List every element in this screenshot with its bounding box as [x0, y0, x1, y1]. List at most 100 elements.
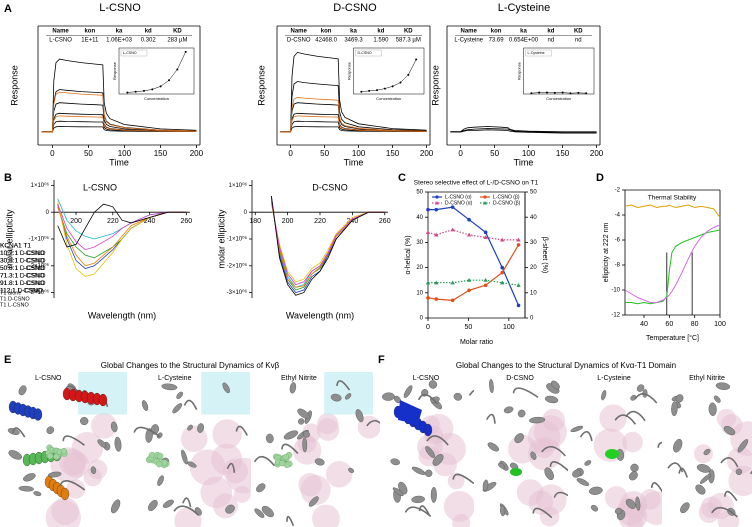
render-helix — [330, 393, 342, 402]
render-helix — [261, 505, 274, 518]
point — [425, 280, 431, 285]
render-helix — [148, 499, 158, 511]
x-tick-label: 100 — [522, 149, 536, 158]
render-surface — [516, 479, 544, 506]
table-header: KD — [574, 29, 583, 35]
render-spheres — [148, 451, 156, 459]
series-line — [624, 204, 721, 218]
render-helix — [432, 454, 444, 466]
render-helix — [630, 394, 637, 401]
figure-title: Global Changes to the Structural Dynamic… — [101, 361, 280, 370]
render-surface — [325, 460, 353, 488]
render-helix — [265, 433, 274, 444]
render-helix — [588, 486, 603, 495]
render-surface — [300, 475, 331, 506]
render-helix — [382, 392, 395, 401]
render-surface — [622, 431, 643, 453]
render-surface — [443, 490, 475, 522]
x-tick-label: 260 — [180, 218, 192, 225]
y-tick-label: 0 — [244, 210, 248, 216]
y-tick-label: -12 — [611, 313, 620, 319]
render-strand — [59, 480, 86, 491]
inset-y-label: Response — [347, 61, 352, 80]
render-spheres — [282, 453, 289, 461]
render-label: L-Cysteine — [158, 375, 192, 382]
chart-title: Stereo selective effect of L-/D-CSNO on … — [414, 180, 539, 187]
panel-label: C — [398, 172, 406, 184]
table-header: Name — [291, 29, 308, 35]
series-line — [41, 102, 197, 133]
table-cell: 283 µM — [167, 38, 187, 44]
legend-label: 71.3:1 L-CSNO — [0, 273, 44, 280]
render-strand — [541, 446, 566, 457]
x-tick-label: 50 — [490, 149, 499, 158]
render-strand — [417, 394, 439, 405]
legend-label: 112:1 D-CSNO — [0, 288, 43, 295]
table-cell: L-Cysteine — [454, 38, 483, 44]
render-helix — [428, 380, 438, 389]
inset-x-label: Concentration — [144, 96, 169, 101]
legend-label: 10.2:1 L-CSNO — [0, 250, 44, 257]
x-tick-label: 100 — [503, 324, 515, 331]
render-helix — [390, 458, 400, 466]
inset-point — [376, 89, 378, 92]
x-tick-label: 100 — [352, 149, 366, 158]
x-tick-label: 0 — [426, 324, 430, 331]
chart-title: L-CSNO — [83, 182, 117, 192]
render-strand — [253, 455, 276, 467]
render-strand — [286, 515, 295, 527]
x-axis-label: Molar ratio — [460, 339, 493, 346]
render-strand — [182, 497, 192, 508]
y-tick-label: 0 — [420, 316, 424, 322]
render-helix — [425, 446, 435, 458]
inset-fit — [531, 92, 587, 94]
point — [434, 232, 439, 237]
render-helix — [141, 400, 149, 411]
point — [450, 298, 455, 303]
point — [467, 217, 471, 222]
render-strand — [62, 435, 85, 446]
legend-label: D-CSNO (β) — [493, 200, 521, 206]
x-axis-label: Wavelength (nm) — [88, 310, 156, 320]
render-helix — [628, 471, 638, 481]
render-spheres — [53, 453, 60, 460]
render-surface — [447, 472, 465, 490]
x-tick-label: 60 — [665, 321, 673, 328]
table-cell: 0.302 — [141, 38, 157, 44]
render-helix — [176, 391, 184, 399]
render-helix — [297, 408, 310, 419]
y2-tick-label: 0 — [530, 316, 534, 322]
series-line — [41, 115, 197, 133]
render-strand — [452, 473, 475, 485]
render-spheres — [156, 460, 163, 468]
render-helix — [675, 394, 684, 403]
x-tick-label: 100 — [714, 321, 726, 328]
x-tick-label: 240 — [144, 218, 156, 225]
inset-x-label: Concentration — [546, 96, 571, 101]
x-tick-label: 0 — [288, 149, 293, 158]
table-cell: 73.69 — [489, 38, 505, 44]
table-cell: 3469.3 — [344, 38, 363, 44]
render-strand — [173, 505, 200, 516]
point — [450, 227, 455, 232]
legend-label: 50.8:1 L-CSNO — [0, 265, 44, 272]
point — [434, 207, 439, 212]
panel-label: B — [4, 172, 12, 184]
point — [483, 230, 488, 235]
render-helix — [570, 425, 584, 433]
render-helix — [314, 458, 325, 466]
point — [500, 270, 505, 275]
y-axis-label: Response — [430, 65, 440, 106]
inset-point — [360, 90, 363, 93]
render-helix — [289, 382, 297, 394]
series-line — [271, 196, 385, 296]
render-helix — [283, 430, 299, 440]
x-tick-label: 150 — [154, 149, 168, 158]
point — [426, 296, 430, 300]
inset-point — [553, 91, 556, 94]
inset-point — [415, 58, 418, 61]
series-line — [271, 201, 385, 286]
y-tick-label: 50 — [416, 190, 423, 196]
render-strand — [226, 462, 236, 473]
y-axis-label: molar ellipticity — [4, 209, 14, 269]
